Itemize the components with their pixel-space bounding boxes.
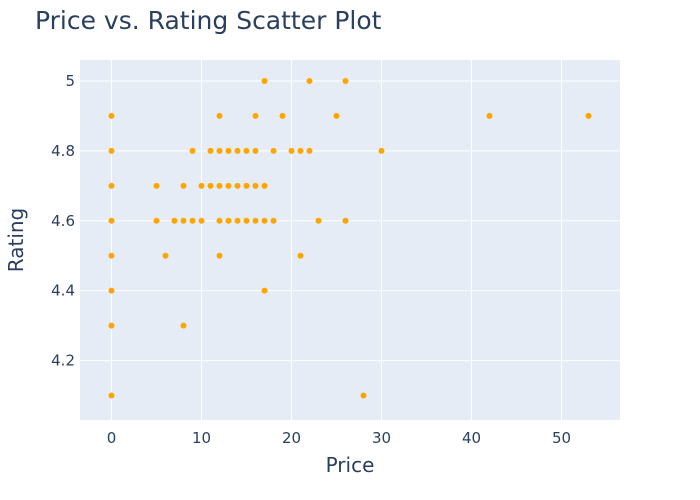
data-point	[189, 147, 196, 154]
chart-title: Price vs. Rating Scatter Plot	[35, 6, 382, 35]
data-point	[225, 147, 232, 154]
x-tick-label: 40	[462, 429, 481, 447]
data-point	[315, 217, 322, 224]
data-point	[216, 147, 223, 154]
data-point	[360, 392, 367, 399]
data-point	[342, 217, 349, 224]
data-point	[189, 217, 196, 224]
data-point	[261, 77, 268, 84]
data-point	[243, 182, 250, 189]
data-point	[171, 217, 178, 224]
data-point	[585, 112, 592, 119]
data-point	[486, 112, 493, 119]
data-point	[153, 182, 160, 189]
plot-area	[80, 60, 620, 420]
data-point	[108, 322, 115, 329]
y-tick-label: 5	[65, 72, 75, 90]
data-point	[279, 112, 286, 119]
data-point	[207, 147, 214, 154]
x-tick-labels: 0 10 20 30 40 50	[107, 429, 571, 447]
x-gridlines	[111, 60, 562, 420]
x-tick-label: 20	[282, 429, 301, 447]
data-point	[180, 182, 187, 189]
data-point	[297, 252, 304, 259]
data-point	[180, 322, 187, 329]
data-point	[297, 147, 304, 154]
data-point	[243, 147, 250, 154]
x-tick-label: 0	[107, 429, 117, 447]
data-point	[216, 182, 223, 189]
data-point	[216, 252, 223, 259]
data-point	[306, 147, 313, 154]
data-point	[198, 182, 205, 189]
data-point	[108, 392, 115, 399]
data-point	[288, 147, 295, 154]
y-tick-label: 4.4	[51, 282, 75, 300]
data-points	[108, 77, 592, 399]
x-tick-label: 10	[192, 429, 211, 447]
data-point	[252, 147, 259, 154]
data-point	[261, 182, 268, 189]
data-point	[270, 217, 277, 224]
data-point	[108, 112, 115, 119]
data-point	[252, 182, 259, 189]
data-point	[243, 217, 250, 224]
data-point	[108, 287, 115, 294]
data-point	[234, 147, 241, 154]
y-tick-label: 4.2	[51, 352, 75, 370]
data-point	[234, 217, 241, 224]
x-tick-label: 30	[372, 429, 391, 447]
data-point	[261, 287, 268, 294]
data-point	[207, 182, 214, 189]
data-point	[306, 77, 313, 84]
data-point	[108, 217, 115, 224]
data-point	[198, 217, 205, 224]
y-tick-label: 4.6	[51, 212, 75, 230]
data-point	[153, 217, 160, 224]
data-point	[216, 112, 223, 119]
data-point	[378, 147, 385, 154]
data-point	[270, 147, 277, 154]
data-point	[252, 112, 259, 119]
y-tick-label: 4.8	[51, 142, 75, 160]
data-point	[108, 182, 115, 189]
data-point	[216, 217, 223, 224]
y-gridlines	[80, 80, 620, 362]
data-point	[180, 217, 187, 224]
data-point	[342, 77, 349, 84]
x-axis-title: Price	[326, 453, 375, 477]
data-point	[162, 252, 169, 259]
y-axis-title: Rating	[4, 208, 28, 272]
data-point	[225, 217, 232, 224]
data-point	[108, 147, 115, 154]
data-point	[252, 217, 259, 224]
data-point	[108, 252, 115, 259]
data-point	[225, 182, 232, 189]
y-tick-labels: 4.2 4.4 4.6 4.8 5	[51, 72, 75, 370]
data-point	[333, 112, 340, 119]
data-point	[261, 217, 268, 224]
x-tick-label: 50	[552, 429, 571, 447]
data-point	[234, 182, 241, 189]
